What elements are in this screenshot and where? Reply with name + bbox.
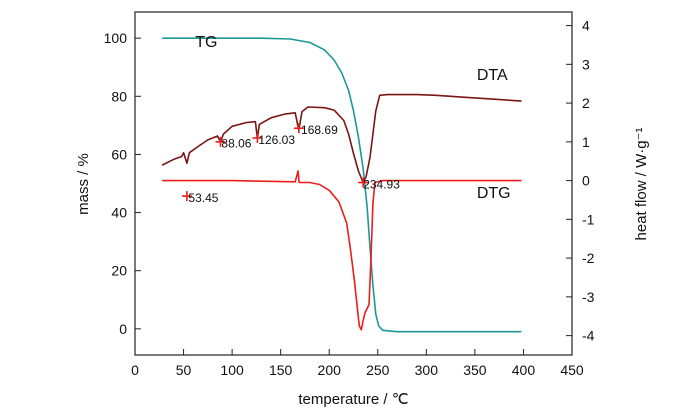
x-tick-label: 300 [415,362,439,378]
y-right-tick-label: 3 [582,56,590,72]
y-right-tick-label: -3 [582,289,595,305]
y-left-tick-label: 100 [104,30,128,46]
x-tick-label: 400 [512,362,536,378]
y-left-tick-label: 60 [111,146,127,162]
annotation-label: 126.03 [258,133,295,147]
dtg-line [162,170,522,331]
y-left-tick-label: 40 [111,205,127,221]
annotation-label: 53.45 [188,191,218,205]
annotation-label: 88.06 [221,137,251,151]
y-right-tick-label: 1 [582,134,590,150]
annotations: TG DTA DTG 53.45 88.06 126.03 168.69 234.93 [188,34,510,205]
x-tick-label: 100 [220,362,244,378]
annotation-label: 234.93 [363,177,400,191]
x-tick-label: 450 [560,362,584,378]
annotation-label: 168.69 [301,123,338,137]
y-left-tick-label: 20 [111,263,127,279]
peak-markers [181,123,369,202]
x-axis-label: temperature / ℃ [298,391,408,408]
y-right-tick-label: -2 [582,250,595,266]
y-left-tick-label: 80 [111,88,127,104]
y-left-axis-label: mass / % [75,153,92,215]
x-tick-label: 350 [463,362,487,378]
y-right-tick-label: 0 [582,173,590,189]
y-right-tick-label: 2 [582,95,590,111]
y-right-tick-label: -1 [582,211,595,227]
x-tick-label: 50 [176,362,192,378]
annotation-label: TG [195,34,217,51]
x-tick-label: 150 [269,362,293,378]
x-tick-label: 200 [318,362,342,378]
y-left-tick-label: 0 [119,321,127,337]
y-right-tick-label: -4 [582,328,595,344]
series-lines [161,37,522,333]
annotation-label: DTA [477,67,508,84]
x-tick-label: 250 [366,362,390,378]
y-right-axis-label: heat flow / W·g⁻¹ [633,128,650,241]
x-tick-label: 0 [131,362,139,378]
plot-frame [134,11,573,356]
annotation-label: DTG [477,185,511,202]
dta-line [161,93,522,184]
axis-ticks: 0 50 100 150 200 250 300 350 400 450020406080100-… [104,18,595,378]
y-right-tick-label: 4 [582,18,590,34]
tg-line [162,37,522,333]
